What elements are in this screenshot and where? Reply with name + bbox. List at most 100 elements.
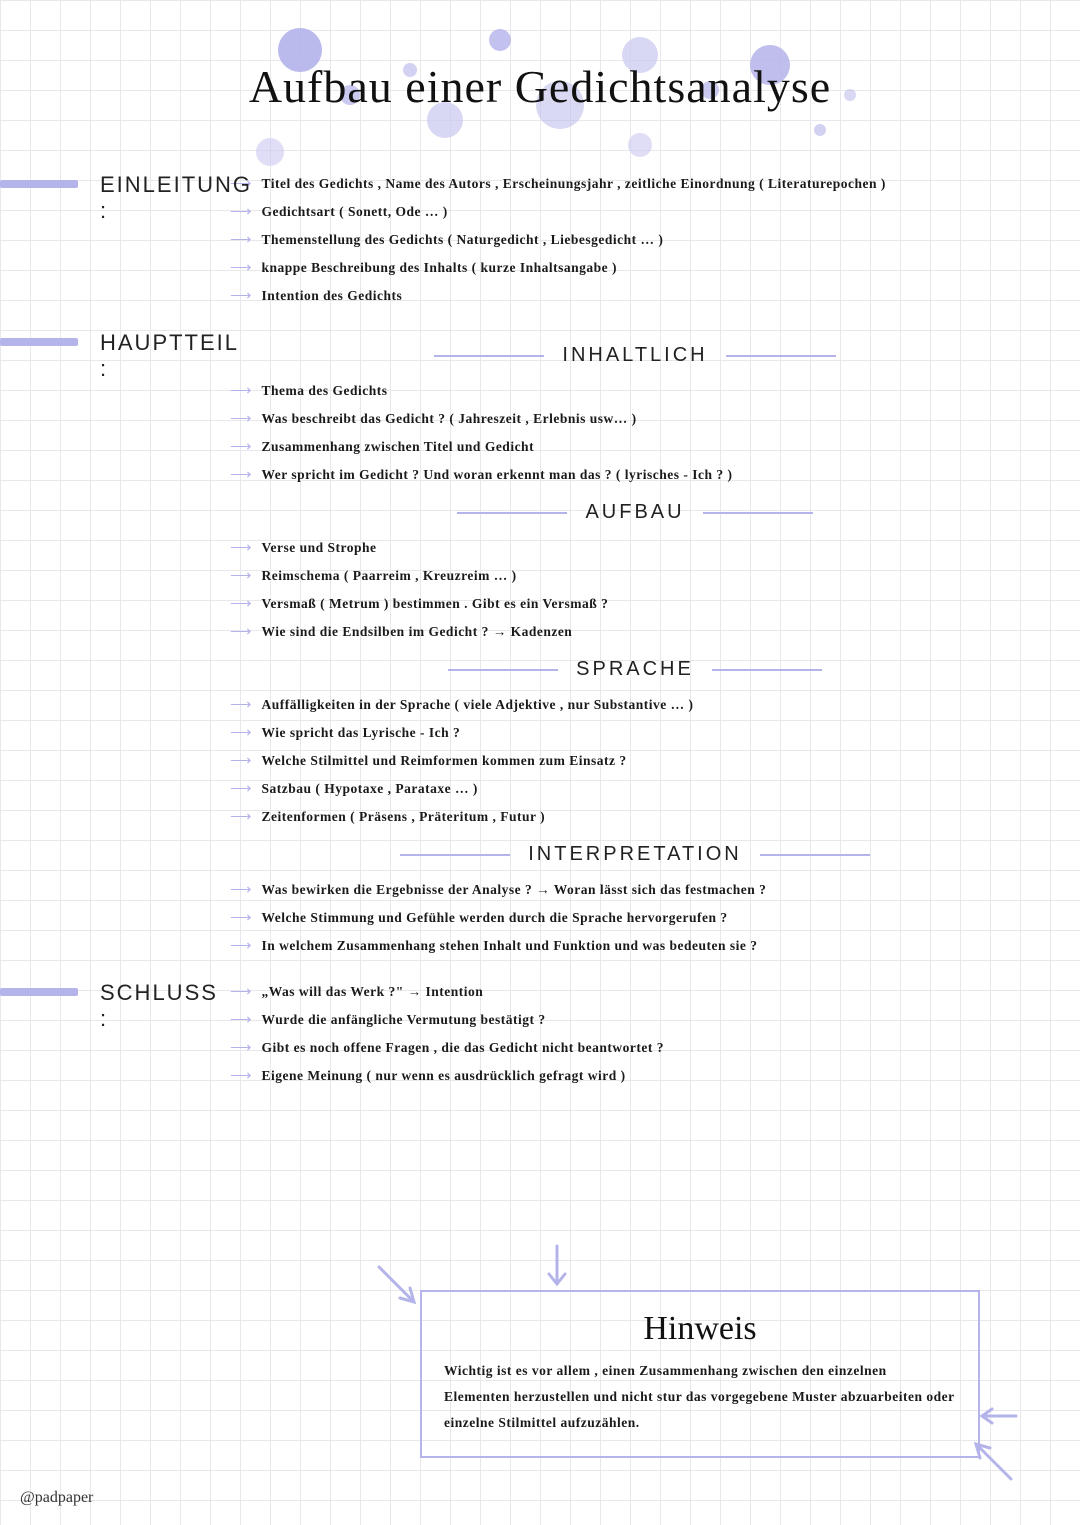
bullet-list: ⟶ Was bewirken die Ergebnisse der Analyse… [230,876,1040,956]
bullet-text: Thema des Gedichts [262,381,388,401]
bullet-item: ⟶ Eigene Meinung ( nur wenn es ausdrückli… [230,1066,1040,1086]
subheading: INHALTLICH [230,344,1040,367]
section-label: Einleitung : [100,172,252,224]
arrow-icon: ⟶ [230,807,252,827]
hint-arrow-down-icon [542,1244,572,1292]
bullet-item: ⟶ Reimschema ( Paarreim , Kreuzreim … ) [230,566,1040,586]
bullet-item: ⟶ Verse und Strophe [230,538,1040,558]
decorative-dot [256,138,284,166]
decorative-dot [489,29,511,51]
subheading-label: INTERPRETATION [528,843,741,866]
arrow-icon: ⟶ [230,230,252,250]
bullet-text: Intention des Gedichts [262,286,403,306]
subheading-label: AUFBAU [585,501,684,524]
subheading-line [712,669,822,671]
section-label: Schluss : [100,980,230,1032]
arrow-icon: ⟶ [230,880,252,900]
bullet-text: Welche Stilmittel und Reimformen kommen … [262,751,627,771]
section-main: ⟶Titel des Gedichts , Name des Autors , … [230,170,1040,306]
bullet-item: ⟶Gedichtsart ( Sonett, Ode … ) [230,202,1040,222]
arrow-icon: ⟶ [230,936,252,956]
bullet-text: Was beschreibt das Gedicht ? ( Jahreszei… [262,409,637,429]
section-main: INHALTLICH ⟶ Thema des Gedichts ⟶ Was beschr… [230,328,1040,956]
credit: @padpaper [20,1489,93,1507]
section-row: Schluss :⟶„Was will das Werk ?" → Intent… [0,978,1040,1086]
arrow-icon: ⟶ [230,381,252,401]
decorative-dot [844,89,856,101]
bullet-text: Verse und Strophe [262,538,377,558]
bullet-text: Wie sind die Endsilben im Gedicht ? → Ka… [262,622,573,642]
section-side: Schluss : [0,978,230,1086]
subheading: INTERPRETATION [230,843,1040,866]
bullet-item: ⟶ Wie sind die Endsilben im Gedicht ? → K… [230,622,1040,642]
content-area: Einleitung :⟶Titel des Gedichts , Name d… [0,170,1080,1108]
bullet-text: Themenstellung des Gedichts ( Naturgedic… [262,230,664,250]
subheading-line [760,854,870,856]
bullet-text: „Was will das Werk ?" → Intention [262,982,484,1002]
bullet-text: Reimschema ( Paarreim , Kreuzreim … ) [262,566,517,586]
section-label: Hauptteil : [100,330,238,382]
bullet-list: ⟶Titel des Gedichts , Name des Autors , … [230,170,1040,306]
arrow-icon: ⟶ [230,723,252,743]
arrow-icon: ⟶ [230,566,252,586]
subheading-line [400,854,510,856]
subheading-line [726,355,836,357]
bullet-list: ⟶ Thema des Gedichts ⟶ Was beschreibt das G… [230,377,1040,485]
arrow-icon: ⟶ [230,779,252,799]
bullet-item: ⟶ Wie spricht das Lyrische - Ich ? [230,723,1040,743]
subheading-line [448,669,558,671]
subheading-label: INHALTLICH [562,344,707,367]
bullet-text: Versmaß ( Metrum ) bestimmen . Gibt es e… [262,594,609,614]
arrow-icon: ⟶ [230,1010,252,1030]
bullet-item: ⟶ Thema des Gedichts [230,381,1040,401]
bullet-item: ⟶Zeitenformen ( Präsens , Präteritum , F… [230,807,1040,827]
subheading-line [703,512,813,514]
bullet-text: Gibt es noch offene Fragen , die das Ged… [262,1038,664,1058]
subheading: AUFBAU [230,501,1040,524]
arrow-icon: ⟶ [230,538,252,558]
decorative-dot [628,133,652,157]
hint-box: Hinweis Wichtig ist es vor allem , einen… [420,1290,980,1458]
arrow-icon: ⟶ [230,751,252,771]
bullet-item: ⟶ Themenstellung des Gedichts ( Naturgedi… [230,230,1040,250]
section-main: ⟶„Was will das Werk ?" → Intention⟶Wurde… [230,978,1040,1086]
section-side: Einleitung : [0,170,230,306]
bullet-item: ⟶Auffälligkeiten in der Sprache ( viele … [230,695,1040,715]
bullet-text: Welche Stimmung und Gefühle werden durch… [262,908,728,928]
arrow-icon: ⟶ [230,1066,252,1086]
bullet-item: ⟶ Was beschreibt das Gedicht ? ( Jahresze… [230,409,1040,429]
bullet-text: Was bewirken die Ergebnisse der Analyse … [262,880,767,900]
arrow-icon: ⟶ [230,908,252,928]
arrow-icon: ⟶ [230,437,252,457]
decorative-dot [814,124,826,136]
section-side: Hauptteil : [0,328,230,956]
page-title: Aufbau einer Gedichtsanalyse [249,60,831,113]
bullet-item: ⟶„Was will das Werk ?" → Intention [230,982,1040,1002]
bullet-item: ⟶Gibt es noch offene Fragen , die das Ge… [230,1038,1040,1058]
bullet-list: ⟶ Verse und Strophe ⟶ Reimschema ( Paarreim… [230,534,1040,642]
bullet-text: knappe Beschreibung des Inhalts ( kurze … [262,258,617,278]
section-row: Einleitung :⟶Titel des Gedichts , Name d… [0,170,1040,306]
arrow-icon: ⟶ [230,622,252,642]
bullet-text: In welchem Zusammenhang stehen Inhalt un… [262,936,758,956]
bullet-item: ⟶Titel des Gedichts , Name des Autors , … [230,174,1040,194]
subheading: SPRACHE [230,658,1040,681]
bullet-text: Wurde die anfängliche Vermutung bestätig… [262,1010,546,1030]
bullet-text: Eigene Meinung ( nur wenn es ausdrücklic… [262,1066,626,1086]
bullet-item: ⟶ Welche Stilmittel und Reimformen kommen… [230,751,1040,771]
bullet-text: Wie spricht das Lyrische - Ich ? [262,723,461,743]
bullet-list: ⟶Auffälligkeiten in der Sprache ( viele … [230,691,1040,827]
title-area: Aufbau einer Gedichtsanalyse [0,0,1080,170]
bullet-item: ⟶Zusammenhang zwischen Titel und Gedicht [230,437,1040,457]
bullet-list: ⟶„Was will das Werk ?" → Intention⟶Wurde… [230,978,1040,1086]
bullet-item: ⟶knappe Beschreibung des Inhalts ( kurze… [230,258,1040,278]
bullet-text: Wer spricht im Gedicht ? Und woran erken… [262,465,733,485]
arrow-icon: ⟶ [230,286,252,306]
subheading-line [457,512,567,514]
section-row: Hauptteil : INHALTLICH ⟶ Thema des Gedichts… [0,328,1040,956]
hint-arrow-up-left-icon [966,1434,1016,1484]
arrow-icon: ⟶ [230,409,252,429]
bullet-item: ⟶ Versmaß ( Metrum ) bestimmen . Gibt es … [230,594,1040,614]
arrow-icon: ⟶ [230,594,252,614]
hint-text: Wichtig ist es vor allem , einen Zusamme… [444,1358,956,1436]
